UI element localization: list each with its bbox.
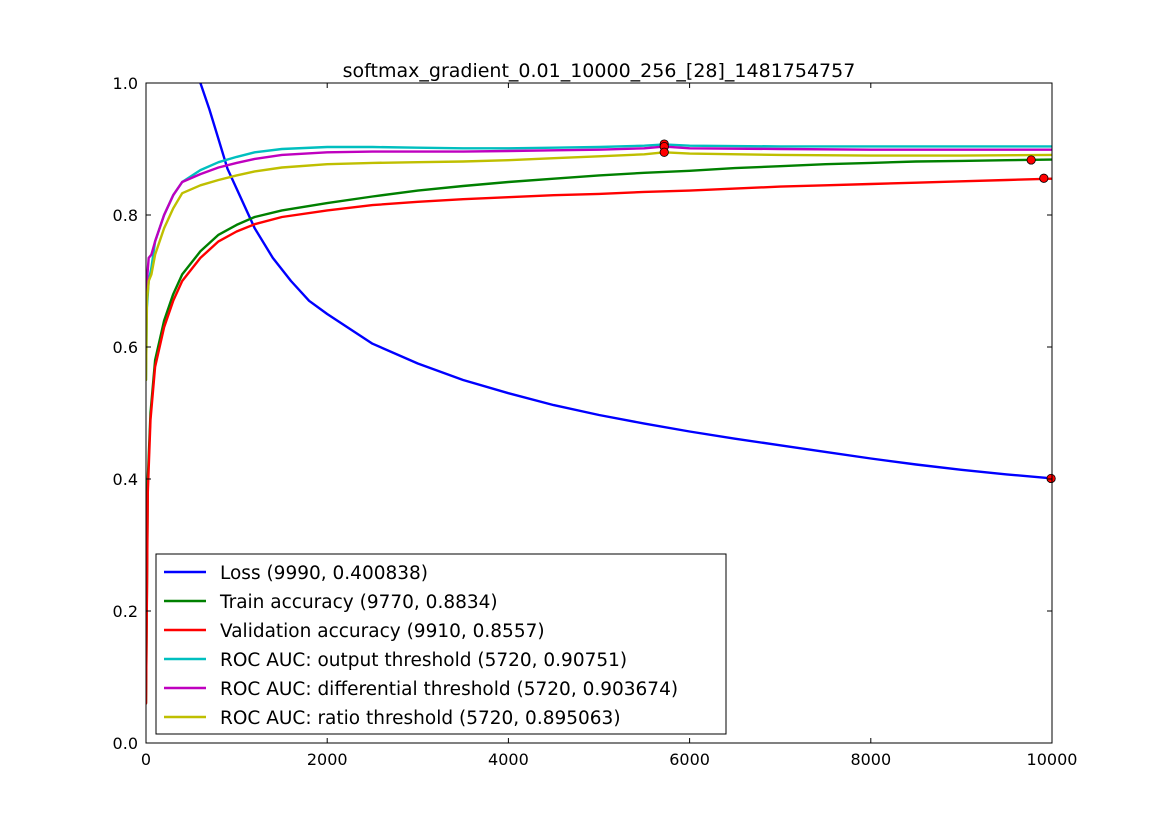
legend-label-3: ROC AUC: output threshold (5720, 0.90751… [220,650,627,671]
y-tick-label: 0.8 [113,206,138,225]
series-line-4 [146,145,1052,349]
marker-layer [659,139,1056,484]
y-tick-label: 0.4 [113,470,138,489]
y-tick-label: 0.0 [113,734,138,753]
legend-box [155,553,727,735]
y-tick-label: 1.0 [113,74,138,93]
x-tick-label: 4000 [488,750,529,769]
series-line-5 [146,151,1052,382]
x-tick-label: 2000 [307,750,348,769]
y-tick-label: 0.6 [113,338,138,357]
x-tick-label: 8000 [850,750,891,769]
legend-label-1: Train accuracy (9770, 0.8834) [219,592,498,613]
legend-label-0: Loss (9990, 0.400838) [220,563,428,584]
series-line-0 [199,83,1052,480]
legend-label-2: Validation accuracy (9910, 0.8557) [220,621,545,642]
x-tick-label: 10000 [1027,750,1078,769]
legend: Loss (9990, 0.400838) Train accuracy (977… [155,553,727,735]
x-tick-label: 0 [141,750,151,769]
series-line-2 [146,177,1052,705]
best-point-marker-2 [1039,173,1049,183]
legend-label-4: ROC AUC: differential threshold (5720, 0… [220,679,678,700]
chart-title: softmax_gradient_0.01_10000_256_[28]_148… [343,60,856,82]
best-point-marker-1 [1026,155,1036,165]
series-line-1 [146,158,1052,705]
series-layer [146,83,1052,705]
legend-label-5: ROC AUC: ratio threshold (5720, 0.895063… [220,708,621,729]
best-point-marker-0 [1046,473,1056,484]
tick-layer: 0 2000 4000 6000 8000 10000 0.0 0.2 0.4 0.6 0.8 1.0 [113,74,1078,769]
plot-frame [145,82,1053,744]
x-tick-label: 6000 [669,750,710,769]
y-tick-label: 0.2 [113,602,138,621]
best-point-marker-5 [659,147,669,157]
